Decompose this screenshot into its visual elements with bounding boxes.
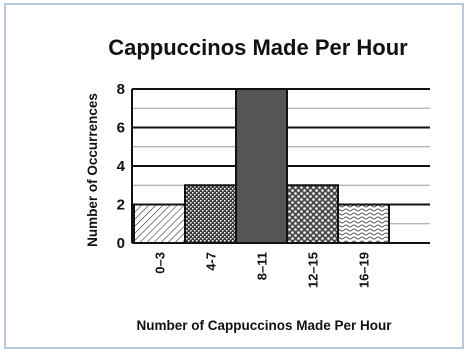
- x-tick-label: 8–11: [255, 252, 270, 280]
- x-tick-labels: 0–3 4-7 8–11 12–15 16–19: [153, 252, 372, 288]
- y-tick-label: 0: [117, 235, 125, 252]
- y-axis-label: Number of Occurrences: [85, 93, 100, 247]
- y-tick-label: 6: [117, 120, 125, 137]
- x-tick-label: 16–19: [357, 252, 372, 288]
- x-axis-label: Number of Cappuccinos Made Per Hour: [136, 318, 392, 333]
- x-tick-label: 0–3: [153, 252, 168, 274]
- y-tick-label: 2: [117, 197, 125, 214]
- chart-title: Cappuccinos Made Per Hour: [108, 35, 408, 60]
- chart-frame: [4, 3, 464, 349]
- bar-1: [184, 184, 237, 244]
- bar-3: [286, 184, 339, 244]
- y-tick-label: 4: [117, 158, 126, 175]
- y-tick-labels: 0 2 4 6 8: [117, 81, 126, 252]
- bars: [133, 88, 390, 244]
- x-tick-label: 12–15: [306, 252, 321, 288]
- bar-2: [235, 88, 288, 244]
- bar-0: [133, 203, 186, 244]
- bar-4: [337, 203, 390, 244]
- x-tick-label: 4-7: [204, 252, 219, 271]
- y-tick-label: 8: [117, 81, 125, 98]
